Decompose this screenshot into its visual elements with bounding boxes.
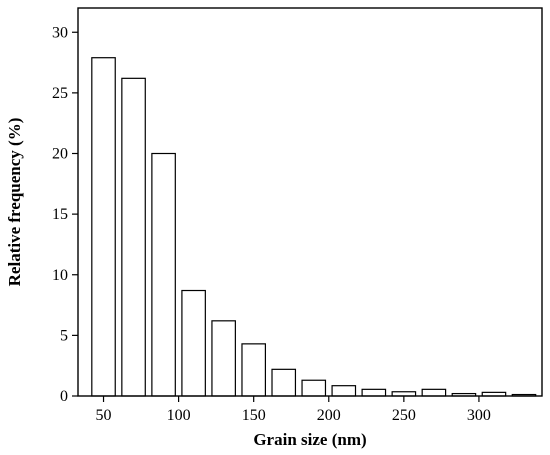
bar-230	[361, 388, 387, 397]
y-tick-label: 15	[52, 206, 68, 223]
bar-130	[211, 320, 236, 397]
y-axis-ticks: 0 5 10 15 20 25 30	[52, 24, 78, 405]
bar-270	[421, 388, 447, 397]
x-tick-label: 200	[317, 407, 341, 424]
bar-110	[181, 289, 206, 397]
x-tick-label: 250	[392, 407, 416, 424]
bar-190	[301, 379, 327, 397]
bar-50	[91, 57, 116, 397]
y-tick-label: 30	[52, 24, 68, 41]
x-tick-label: 50	[96, 407, 112, 424]
bar-70	[121, 77, 146, 397]
y-tick-label: 5	[60, 327, 68, 344]
x-tick-label: 300	[467, 407, 491, 424]
bar-170	[271, 368, 297, 397]
bars-group	[91, 57, 537, 397]
plot-frame	[77, 7, 543, 397]
x-axis-title: Grain size (nm)	[253, 430, 366, 449]
y-tick-label: 10	[52, 267, 68, 284]
y-tick-label: 20	[52, 146, 68, 163]
x-tick-label: 100	[167, 407, 191, 424]
x-tick-label: 150	[242, 407, 266, 424]
x-axis-ticks: 50 100 150 200 250 300	[96, 396, 491, 424]
y-tick-label: 25	[52, 85, 68, 102]
bar-150	[241, 343, 267, 397]
y-tick-label: 0	[60, 388, 68, 405]
y-axis-title: Relative frequency (%)	[5, 118, 24, 287]
bar-210	[331, 385, 357, 397]
bar-90	[151, 152, 176, 397]
